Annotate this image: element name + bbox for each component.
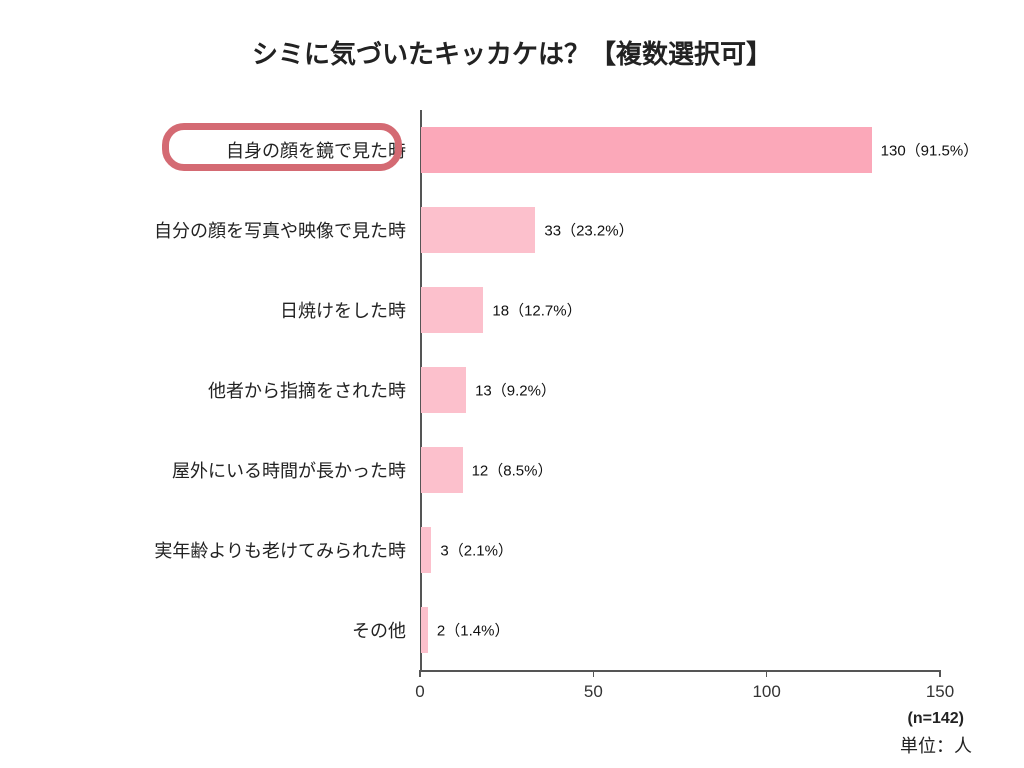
chart-container: シミに気づいたキッカケは？【複数選択可】 0 50 100 150 130（91.5%）… [0,0,1024,768]
highlight-ring [162,123,402,171]
sample-size-label: (n=142) [908,710,964,728]
plot-area: 050100150130（91.5%）33（23.2%）18（12.7%）13（… [420,110,940,670]
bar [421,527,431,573]
x-tick-label: 150 [926,682,954,702]
x-tick [766,670,768,677]
unit-label: 単位：人 [900,732,972,758]
bar [421,447,463,493]
category-label: 他者から指摘をされた時 [208,377,406,403]
bar [421,607,428,653]
bar [421,127,872,173]
x-tick [593,670,595,677]
x-tick-label: 0 [415,682,424,702]
value-label: 18（12.7%） [492,300,581,321]
bar [421,367,466,413]
chart-title: シミに気づいたキッカケは？【複数選択可】 [0,34,1024,71]
value-label: 130（91.5%） [881,140,979,161]
category-label: その他 [352,617,406,643]
category-label: 屋外にいる時間が長かった時 [172,457,406,483]
category-label: 自分の顔を写真や映像で見た時 [154,217,406,243]
value-label: 13（9.2%） [475,380,556,401]
x-tick-label: 50 [584,682,603,702]
value-label: 2（1.4%） [437,620,510,641]
category-label: 日焼けをした時 [280,297,406,323]
category-label: 実年齢よりも老けてみられた時 [154,537,406,563]
value-label: 12（8.5%） [472,460,553,481]
bar [421,287,483,333]
bar [421,207,535,253]
x-tick [419,670,421,677]
x-tick-label: 100 [752,682,780,702]
x-axis [420,670,940,672]
x-tick [939,670,941,677]
value-label: 33（23.2%） [544,220,633,241]
value-label: 3（2.1%） [440,540,513,561]
